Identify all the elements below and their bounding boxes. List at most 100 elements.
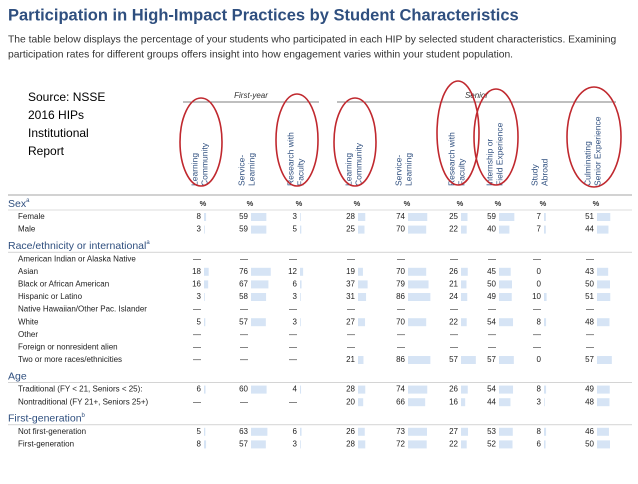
cell-bar bbox=[597, 267, 609, 276]
cell-value: 50 bbox=[585, 440, 594, 449]
highlight bbox=[566, 86, 622, 188]
cell-bar bbox=[597, 427, 609, 436]
cell-bar bbox=[461, 225, 467, 234]
cell-value: 59 bbox=[487, 212, 496, 221]
cell-value: 60 bbox=[239, 385, 248, 394]
section-header: Age bbox=[8, 370, 27, 382]
dash-cell: — bbox=[347, 330, 355, 339]
cell-value: 22 bbox=[449, 440, 458, 449]
cell-bar bbox=[597, 440, 610, 449]
cell-value: 54 bbox=[487, 385, 496, 394]
cell-value: 8 bbox=[197, 440, 202, 449]
cell-value: 70 bbox=[396, 267, 405, 276]
cell-value: 19 bbox=[346, 267, 355, 276]
cell-value: 48 bbox=[585, 397, 594, 406]
title: Participation in High-Impact Practices b… bbox=[8, 6, 519, 24]
column-header: Study bbox=[529, 164, 539, 186]
cell-value: 45 bbox=[487, 267, 496, 276]
cell-bar bbox=[544, 293, 547, 301]
dash-cell: — bbox=[240, 330, 248, 339]
dash-cell: — bbox=[586, 330, 594, 339]
highlight bbox=[179, 97, 223, 187]
dash-cell: — bbox=[397, 330, 405, 339]
cell-bar bbox=[251, 213, 267, 221]
percent-header: % bbox=[457, 199, 464, 208]
cell-value: 6 bbox=[197, 385, 202, 394]
row-label: Male bbox=[18, 225, 36, 234]
row-label: Foreign or nonresident alien bbox=[18, 343, 118, 352]
percent-header: % bbox=[247, 199, 254, 208]
cell-value: 28 bbox=[346, 385, 355, 394]
cell-bar bbox=[499, 225, 510, 234]
dash-cell: — bbox=[397, 343, 405, 352]
row-label: Black or African American bbox=[18, 280, 109, 289]
description: participation rates for different groups… bbox=[8, 50, 513, 61]
cell-value: 26 bbox=[346, 427, 355, 436]
cell-value: 50 bbox=[585, 280, 594, 289]
dash-cell: — bbox=[533, 330, 541, 339]
cell-bar bbox=[358, 225, 365, 234]
row-label: First-generation bbox=[18, 440, 74, 449]
cell-bar bbox=[461, 398, 466, 407]
cell-value: 59 bbox=[239, 225, 248, 234]
dash-cell: — bbox=[397, 254, 405, 263]
cell-bar bbox=[358, 267, 363, 276]
row-label: Traditional (FY < 21, Seniors < 25): bbox=[18, 385, 143, 394]
cell-bar bbox=[499, 440, 513, 449]
cell-bar bbox=[544, 398, 545, 407]
cell-bar bbox=[204, 293, 205, 301]
dash-cell: — bbox=[488, 343, 496, 352]
cell-bar bbox=[358, 385, 366, 394]
cell-bar bbox=[544, 427, 547, 436]
cell-value: 53 bbox=[487, 427, 496, 436]
dash-cell: — bbox=[450, 330, 458, 339]
dash-cell: — bbox=[193, 397, 201, 406]
cell-value: 12 bbox=[288, 267, 297, 276]
cell-value: 57 bbox=[585, 355, 594, 364]
cell-bar bbox=[300, 385, 302, 394]
cell-bar bbox=[300, 427, 302, 436]
dash-cell: — bbox=[347, 343, 355, 352]
dash-cell: — bbox=[289, 330, 297, 339]
cell-value: 31 bbox=[346, 292, 355, 301]
cell-value: 16 bbox=[192, 280, 201, 289]
dash-cell: — bbox=[240, 254, 248, 263]
cell-value: 3 bbox=[197, 292, 202, 301]
column-header: Community bbox=[199, 142, 209, 186]
cell-value: 57 bbox=[449, 355, 458, 364]
cell-value: 44 bbox=[585, 225, 594, 234]
dash-cell: — bbox=[586, 305, 594, 314]
cell-bar bbox=[204, 213, 207, 221]
annotation-bg bbox=[24, 88, 136, 166]
cell-bar bbox=[461, 280, 467, 289]
group-header: First-year bbox=[234, 91, 268, 100]
dash-cell: — bbox=[240, 355, 248, 364]
highlight bbox=[436, 80, 480, 186]
column-header: Research with bbox=[446, 132, 456, 186]
cell-bar bbox=[544, 440, 546, 449]
cell-value: 74 bbox=[396, 385, 405, 394]
cell-bar bbox=[408, 280, 429, 289]
row-label: Not first-generation bbox=[18, 427, 86, 436]
cell-bar bbox=[251, 440, 266, 449]
cell-value: 73 bbox=[396, 427, 405, 436]
highlight bbox=[275, 93, 319, 187]
cell-bar bbox=[499, 267, 511, 276]
footnote-mark: a bbox=[146, 240, 150, 246]
cell-bar bbox=[300, 213, 301, 221]
cell-value: 7 bbox=[537, 225, 542, 234]
cell-bar bbox=[499, 213, 515, 221]
cell-value: 27 bbox=[449, 427, 458, 436]
cell-bar bbox=[597, 356, 612, 364]
percent-header: % bbox=[404, 199, 411, 208]
cell-bar bbox=[499, 318, 514, 327]
cell-value: 0 bbox=[537, 355, 542, 364]
cell-bar bbox=[251, 318, 266, 327]
cell-value: 54 bbox=[487, 317, 496, 326]
column-header: Service- bbox=[236, 155, 246, 186]
cell-value: 46 bbox=[585, 427, 594, 436]
cell-value: 48 bbox=[585, 317, 594, 326]
cell-bar bbox=[251, 267, 271, 276]
cell-value: 22 bbox=[449, 317, 458, 326]
row-label: Other bbox=[18, 330, 38, 339]
